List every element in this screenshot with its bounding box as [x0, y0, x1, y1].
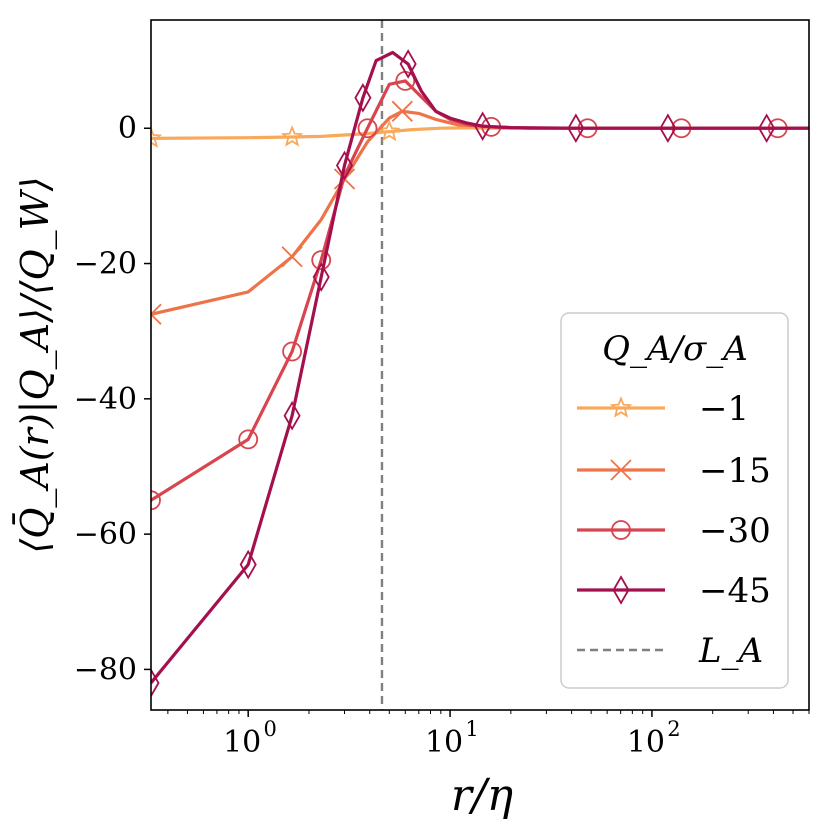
series-line-x [151, 109, 809, 316]
legend-marker-star [609, 396, 633, 418]
series-line-diamond [151, 50, 809, 684]
data-point-circle [311, 250, 332, 271]
data-point-diamond [239, 549, 257, 580]
legend-entry: −30 [577, 511, 771, 551]
series-x [151, 100, 809, 325]
data-point-circle [151, 490, 161, 511]
legend-entry: −1 [577, 389, 749, 429]
x-tick-label: 10 [223, 725, 261, 760]
data-point-star [378, 119, 401, 142]
data-point-circle [238, 429, 259, 450]
series-diamond [151, 49, 809, 698]
data-point-x [281, 246, 303, 268]
y-tick-label: 0 [118, 111, 137, 146]
x-tick-label: 10 [425, 725, 463, 760]
legend-entries: −1 −15 −30 −45 L_A [577, 389, 771, 671]
legend-label: −1 [699, 389, 749, 429]
y-tick-label: −40 [74, 382, 137, 417]
y-axis-label: ⟨Q̄_A(r)|Q_A⟩/⟨Q_W⟩ [13, 176, 58, 553]
data-point-diamond [283, 400, 301, 431]
legend-entry-reference: L_A [577, 631, 763, 671]
legend: Q_A/σ_A −1 −15 −30 −45 L_A [560, 312, 789, 689]
data-point-circle [357, 118, 378, 139]
x-axis-label: r/η [451, 770, 513, 821]
data-point-diamond [354, 82, 372, 113]
legend-label-reference: L_A [698, 631, 763, 671]
data-point-diamond [567, 113, 585, 144]
legend-label: −45 [699, 571, 771, 611]
legend-marker-circle [611, 520, 631, 540]
legend-entry: −45 [577, 571, 771, 611]
data-point-x [151, 303, 162, 325]
x-tick-exponent: 0 [264, 717, 277, 741]
legend-marker-x [610, 459, 632, 481]
series-layer [151, 49, 809, 698]
data-point-diamond [312, 262, 330, 292]
x-tick-exponent: 2 [667, 717, 680, 741]
legend-label: −30 [699, 511, 771, 551]
data-point-diamond [335, 150, 354, 181]
data-point-diamond [758, 113, 776, 144]
data-point-diamond [474, 111, 492, 142]
y-tick-label: −80 [74, 652, 137, 687]
data-point-star [280, 125, 304, 147]
plot-frame [150, 19, 810, 711]
x-tick-exponent: 1 [465, 717, 478, 741]
legend-marker-diamond [612, 575, 630, 605]
data-point-diamond [151, 668, 160, 698]
legend-label: −15 [699, 451, 771, 491]
data-point-star [151, 126, 163, 149]
x-tick-label: 10 [627, 725, 665, 760]
data-point-x [391, 100, 413, 122]
legend-title: Q_A/σ_A [602, 329, 748, 369]
y-tick-label: −60 [74, 517, 137, 552]
y-tick-label: −20 [74, 247, 137, 282]
data-point-diamond [399, 49, 417, 79]
data-point-diamond [659, 113, 677, 144]
data-point-circle [282, 341, 302, 362]
legend-entry: −15 [577, 451, 771, 491]
